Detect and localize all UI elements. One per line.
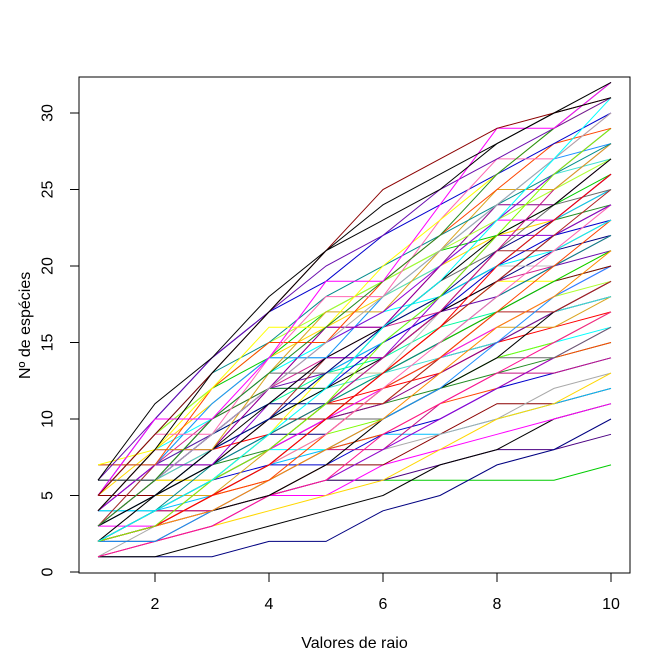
x-tick-label: 2 xyxy=(151,596,160,613)
accumulation-curve xyxy=(97,250,612,542)
accumulation-curve xyxy=(98,127,612,466)
accumulation-curve xyxy=(97,311,612,558)
y-tick-label: 15 xyxy=(40,334,57,352)
y-tick-label: 10 xyxy=(40,410,57,428)
accumulation-curve xyxy=(98,189,612,481)
accumulation-curve xyxy=(97,112,612,527)
y-tick-label: 25 xyxy=(40,181,57,199)
accumulation-curve xyxy=(97,82,612,527)
accumulation-curve xyxy=(97,173,612,542)
accumulation-curve xyxy=(98,418,612,558)
accumulation-curve xyxy=(97,158,612,512)
x-tick-label: 10 xyxy=(602,596,620,613)
accumulation-curve xyxy=(97,127,612,542)
plot-box xyxy=(78,76,631,574)
accumulation-curve xyxy=(98,403,612,558)
x-tick-label: 8 xyxy=(493,596,502,613)
accumulation-curve xyxy=(97,97,612,542)
y-axis-title: Nº de espécies xyxy=(17,271,34,379)
accumulation-curve xyxy=(97,97,612,512)
x-tick-label: 6 xyxy=(379,596,388,613)
accumulation-curve xyxy=(97,311,612,542)
x-tick-label: 4 xyxy=(265,596,274,613)
accumulation-curve xyxy=(97,234,612,542)
y-tick-label: 30 xyxy=(40,104,57,122)
y-tick-label: 5 xyxy=(40,491,57,500)
y-tick-label: 0 xyxy=(40,567,57,576)
accumulation-curve xyxy=(97,97,612,496)
y-tick-label: 20 xyxy=(40,257,57,275)
accumulation-curve xyxy=(97,173,612,496)
accumulation-curve xyxy=(97,173,612,527)
accumulation-curve xyxy=(97,158,612,527)
accumulation-curve xyxy=(97,97,612,481)
x-axis-title: Valores de raio xyxy=(301,635,408,652)
